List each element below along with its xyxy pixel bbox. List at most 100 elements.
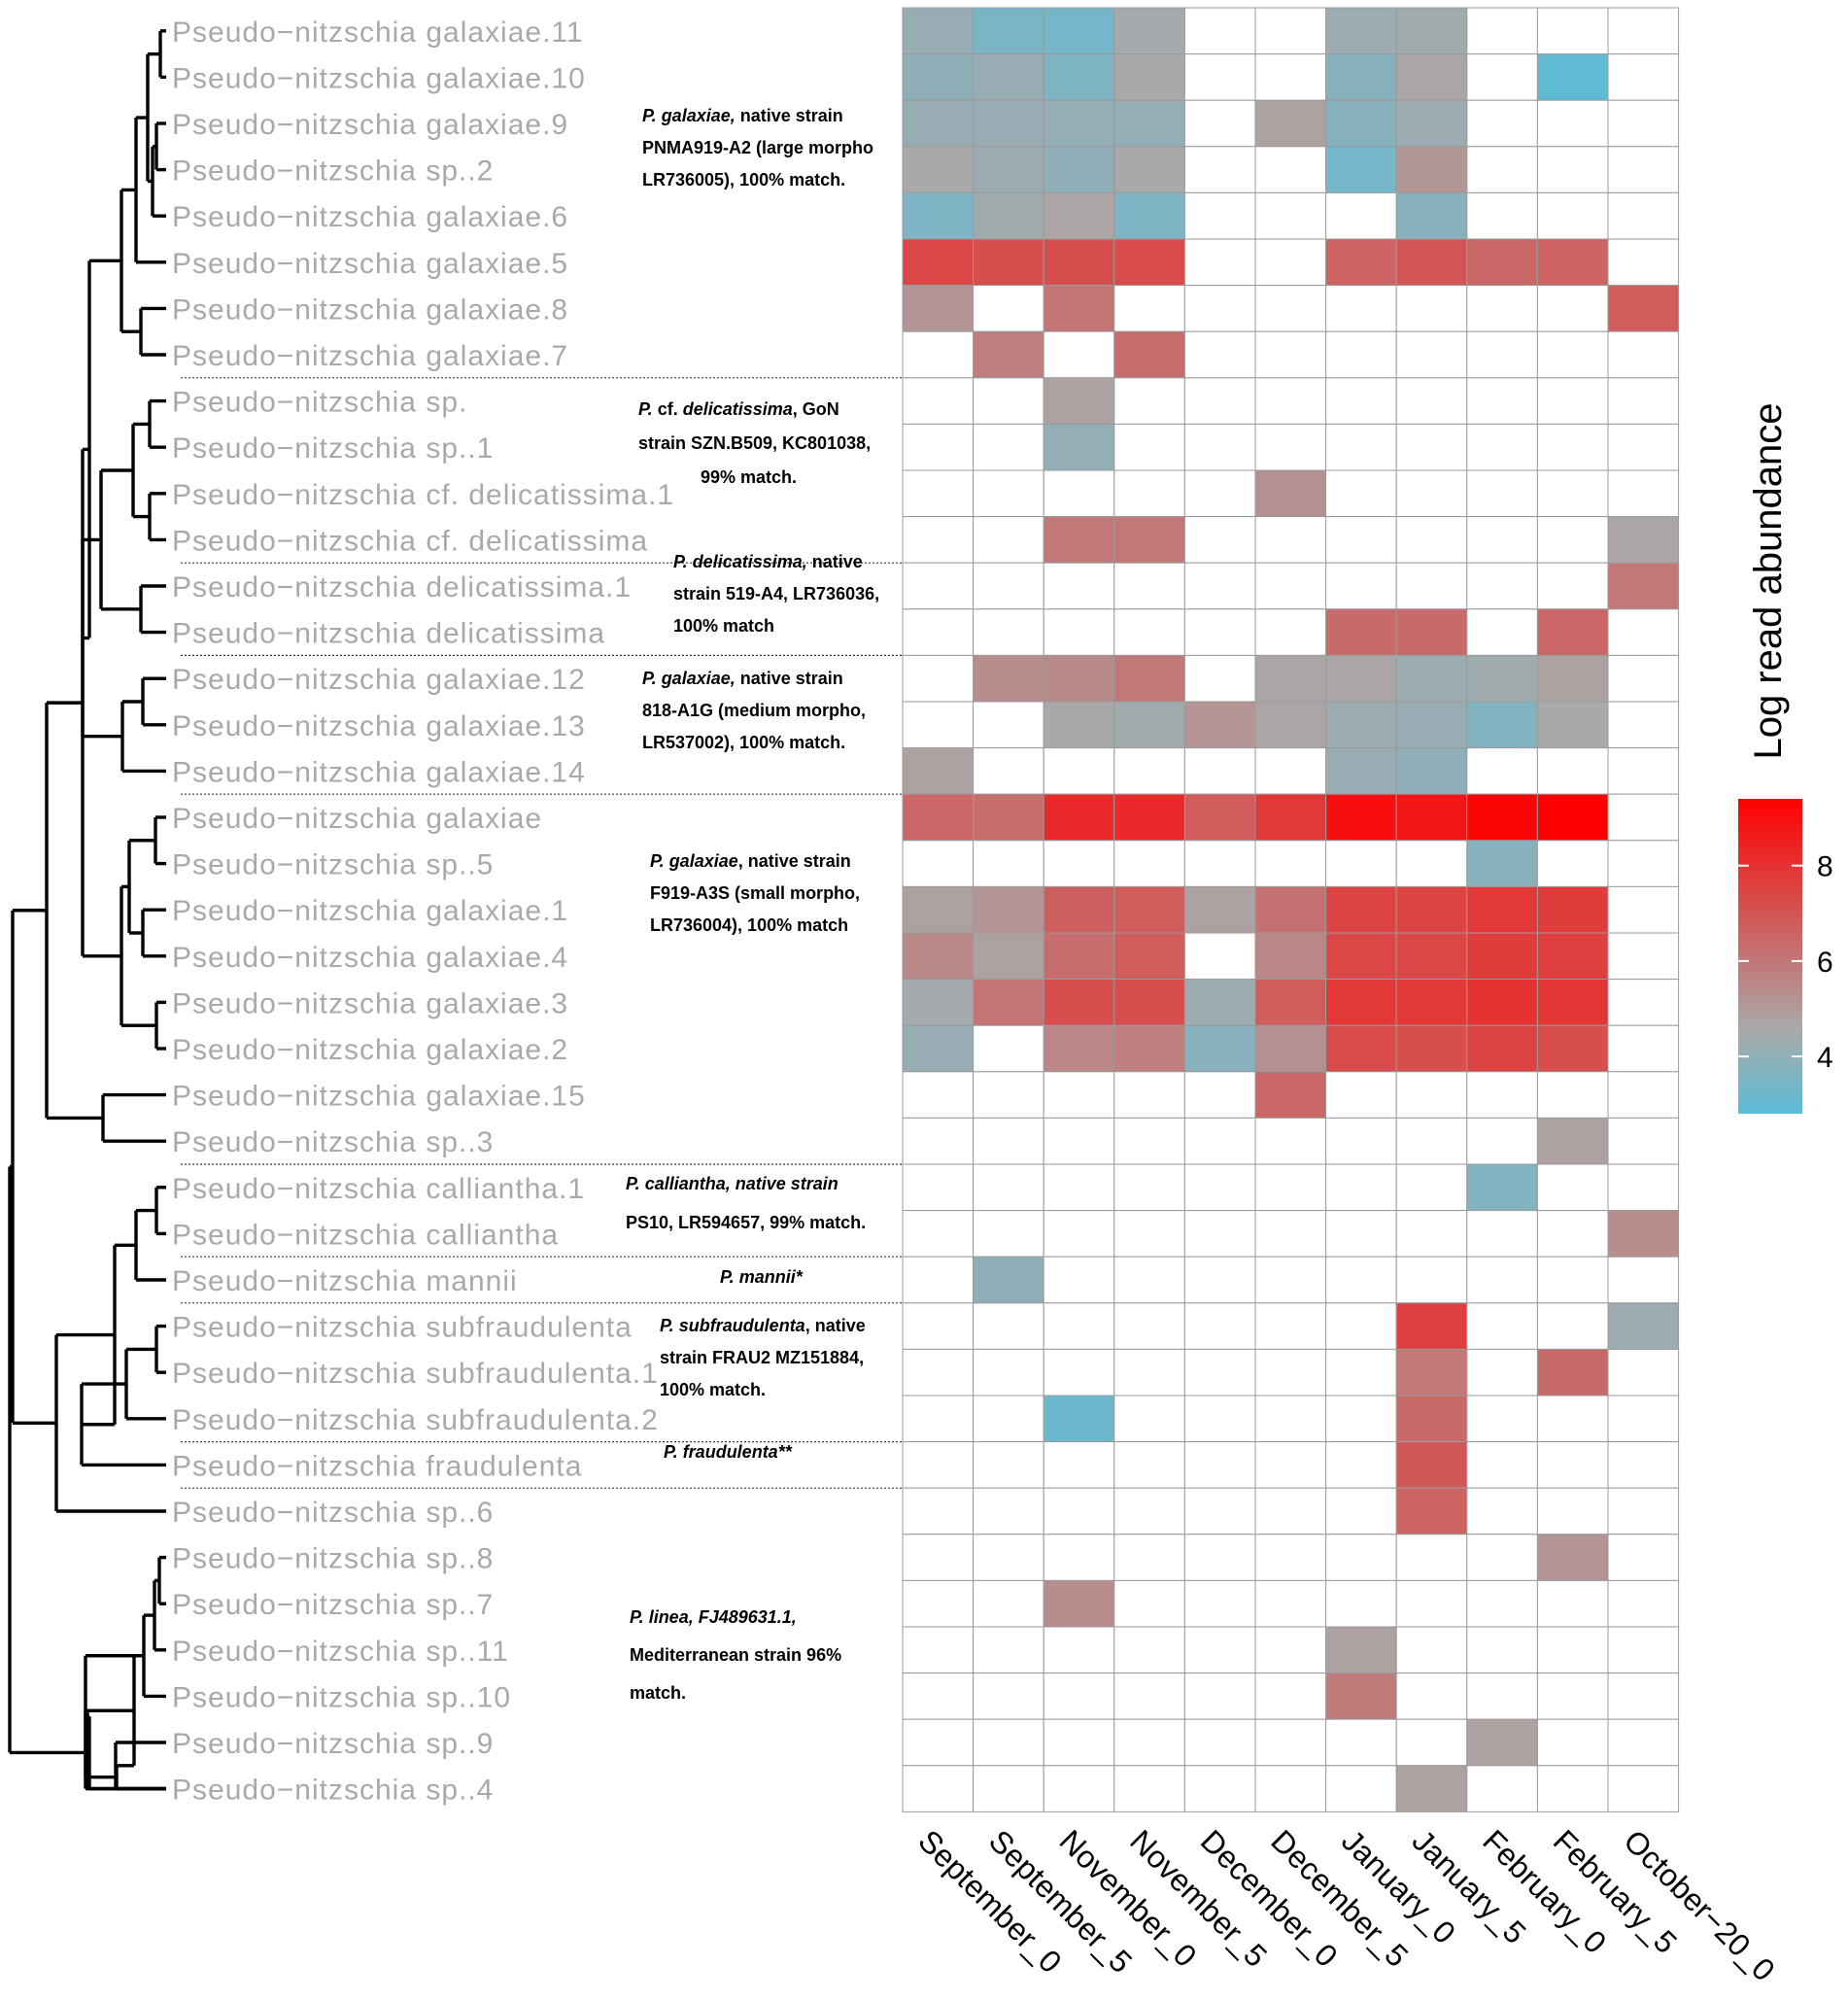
heatmap-cell <box>973 1210 1044 1258</box>
heatmap-cell <box>1254 1765 1327 1812</box>
heatmap-cell <box>1043 1302 1115 1350</box>
heatmap-cell <box>1254 654 1327 703</box>
heatmap-cell <box>1113 238 1185 287</box>
heatmap-cell <box>902 608 975 656</box>
heatmap-cell <box>902 330 975 379</box>
heatmap-cell <box>1466 53 1538 101</box>
row-label: Pseudo−nitzschia subfraudulenta.1 <box>172 1358 659 1390</box>
heatmap-cell <box>1113 701 1185 749</box>
heatmap-cell <box>902 99 975 148</box>
heatmap-cell <box>1395 979 1468 1026</box>
heatmap-cell <box>1113 1210 1185 1258</box>
heatmap-cell <box>902 1487 975 1535</box>
heatmap-cell <box>902 1348 975 1397</box>
heatmap-cell <box>1043 1117 1115 1165</box>
heatmap-cell <box>1254 1395 1327 1443</box>
heatmap-cell <box>1183 1487 1256 1535</box>
heatmap-cell <box>973 701 1044 749</box>
heatmap-cell <box>1043 238 1115 287</box>
heatmap-cell <box>1395 1348 1468 1397</box>
heatmap-cell <box>902 423 975 471</box>
row-label: Pseudo−nitzschia sp..4 <box>172 1775 494 1807</box>
annotation-line: P. delicatissima, native <box>673 552 863 571</box>
heatmap-cell <box>1113 1718 1185 1767</box>
heatmap-cell <box>1113 654 1185 703</box>
heatmap-cell <box>1113 1672 1185 1720</box>
heatmap-cell <box>1536 747 1609 795</box>
heatmap-cell <box>1043 1024 1115 1073</box>
heatmap-cell <box>1254 1579 1327 1628</box>
heatmap-cell <box>1325 7 1397 55</box>
heatmap-cell <box>1607 423 1680 471</box>
heatmap-cell <box>1254 793 1327 842</box>
colorbar-tick-label: 4 <box>1817 1042 1833 1074</box>
row-label: Pseudo−nitzschia galaxiae.10 <box>172 62 586 94</box>
heatmap-cell <box>1043 1534 1115 1581</box>
heatmap-cell <box>973 979 1044 1026</box>
heatmap-cell <box>1113 1024 1185 1073</box>
heatmap-cell <box>1183 99 1256 148</box>
heatmap-cell <box>1536 1672 1609 1720</box>
heatmap-cell <box>1395 1117 1468 1165</box>
heatmap-cell <box>973 1441 1044 1489</box>
heatmap-cell <box>1536 285 1609 332</box>
heatmap-cell <box>973 1534 1044 1581</box>
heatmap-cell <box>902 146 975 193</box>
heatmap-cell <box>1466 1534 1538 1581</box>
heatmap-cell <box>1536 979 1609 1026</box>
heatmap-cell <box>902 701 975 749</box>
heatmap-cell <box>1254 1117 1327 1165</box>
heatmap-cell <box>1183 608 1256 656</box>
heatmap-cell <box>902 885 975 934</box>
heatmap-cell <box>902 7 975 55</box>
heatmap-cell <box>1607 516 1680 564</box>
heatmap-cell <box>1113 423 1185 471</box>
row-label: Pseudo−nitzschia galaxiae.8 <box>172 293 568 326</box>
heatmap-cell <box>1395 1024 1468 1073</box>
heatmap-cell <box>1183 285 1256 332</box>
heatmap-cell <box>1607 701 1680 749</box>
row-label: Pseudo−nitzschia galaxiae.1 <box>172 895 568 927</box>
heatmap-cell <box>1607 793 1680 842</box>
heatmap-cell <box>1043 1395 1115 1443</box>
annotation-line: Mediterranean strain 96% <box>630 1645 841 1665</box>
heatmap-cell <box>1607 285 1680 332</box>
heatmap-cell <box>1254 608 1327 656</box>
annotation-line: P. galaxiae, native strain <box>642 669 843 688</box>
heatmap-cell <box>1395 1672 1468 1720</box>
annotation-line: LR736005), 100% match. <box>642 170 845 190</box>
heatmap-cell <box>1607 747 1680 795</box>
heatmap-cell <box>1395 1163 1468 1212</box>
heatmap-cell <box>1113 285 1185 332</box>
heatmap-cell <box>1466 1579 1538 1628</box>
heatmap-cell <box>1325 191 1397 240</box>
heatmap-cell <box>1536 1579 1609 1628</box>
heatmap-cell <box>1254 840 1327 887</box>
colorbar-tick-label: 8 <box>1817 851 1833 883</box>
heatmap-cell <box>1183 701 1256 749</box>
heatmap-cell <box>1466 285 1538 332</box>
annotation-line: P. subfraudulenta, native <box>660 1316 866 1335</box>
heatmap-cell <box>1183 1117 1256 1165</box>
heatmap-cell <box>1254 53 1327 101</box>
heatmap-cell <box>973 285 1044 332</box>
heatmap-cell <box>1043 1626 1115 1674</box>
heatmap-cell <box>1536 191 1609 240</box>
heatmap-cell <box>973 1071 1044 1119</box>
heatmap-cell <box>1043 654 1115 703</box>
heatmap-cell <box>973 1765 1044 1812</box>
colorbar-tick-label: 6 <box>1817 947 1833 979</box>
heatmap-cell <box>973 1024 1044 1073</box>
heatmap-cell <box>1183 377 1256 425</box>
heatmap-cell <box>1183 654 1256 703</box>
heatmap-cell <box>1043 146 1115 193</box>
heatmap-cell <box>1325 1348 1397 1397</box>
heatmap-cell <box>1395 1626 1468 1674</box>
heatmap-cell <box>1254 979 1327 1026</box>
heatmap-cell <box>1395 191 1468 240</box>
heatmap-cell <box>1325 423 1397 471</box>
annotation-line: P. linea, FJ489631.1, <box>630 1607 797 1627</box>
heatmap-cell <box>1536 1534 1609 1581</box>
heatmap-cell <box>1536 840 1609 887</box>
heatmap-cell <box>1466 7 1538 55</box>
